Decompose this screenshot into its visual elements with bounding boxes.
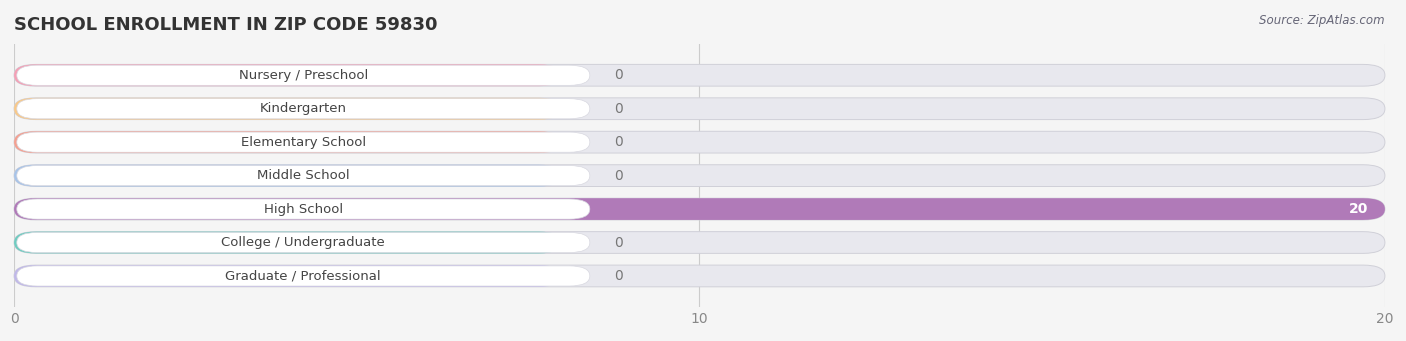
Text: High School: High School <box>264 203 343 216</box>
FancyBboxPatch shape <box>14 232 1385 253</box>
FancyBboxPatch shape <box>14 265 1385 287</box>
FancyBboxPatch shape <box>14 98 1385 120</box>
FancyBboxPatch shape <box>14 64 561 86</box>
Text: College / Undergraduate: College / Undergraduate <box>221 236 385 249</box>
Text: Elementary School: Elementary School <box>240 136 366 149</box>
Text: 0: 0 <box>614 168 623 183</box>
FancyBboxPatch shape <box>17 165 591 186</box>
FancyBboxPatch shape <box>14 198 1385 220</box>
Text: 0: 0 <box>614 236 623 250</box>
FancyBboxPatch shape <box>14 131 561 153</box>
FancyBboxPatch shape <box>14 265 561 287</box>
FancyBboxPatch shape <box>17 99 591 119</box>
Text: Source: ZipAtlas.com: Source: ZipAtlas.com <box>1260 14 1385 27</box>
FancyBboxPatch shape <box>17 132 591 152</box>
Text: Kindergarten: Kindergarten <box>260 102 347 115</box>
Text: 0: 0 <box>614 68 623 82</box>
FancyBboxPatch shape <box>14 165 561 187</box>
Text: Middle School: Middle School <box>257 169 350 182</box>
FancyBboxPatch shape <box>14 64 1385 86</box>
FancyBboxPatch shape <box>14 232 561 253</box>
Text: 0: 0 <box>614 102 623 116</box>
Text: 20: 20 <box>1348 202 1368 216</box>
FancyBboxPatch shape <box>17 199 591 219</box>
FancyBboxPatch shape <box>14 131 1385 153</box>
FancyBboxPatch shape <box>17 233 591 253</box>
FancyBboxPatch shape <box>14 165 1385 187</box>
Text: Graduate / Professional: Graduate / Professional <box>225 269 381 282</box>
Text: 0: 0 <box>614 269 623 283</box>
FancyBboxPatch shape <box>17 65 591 85</box>
FancyBboxPatch shape <box>14 98 561 120</box>
FancyBboxPatch shape <box>17 266 591 286</box>
Text: Nursery / Preschool: Nursery / Preschool <box>239 69 368 82</box>
Text: 0: 0 <box>614 135 623 149</box>
Text: SCHOOL ENROLLMENT IN ZIP CODE 59830: SCHOOL ENROLLMENT IN ZIP CODE 59830 <box>14 16 437 34</box>
FancyBboxPatch shape <box>14 198 1385 220</box>
